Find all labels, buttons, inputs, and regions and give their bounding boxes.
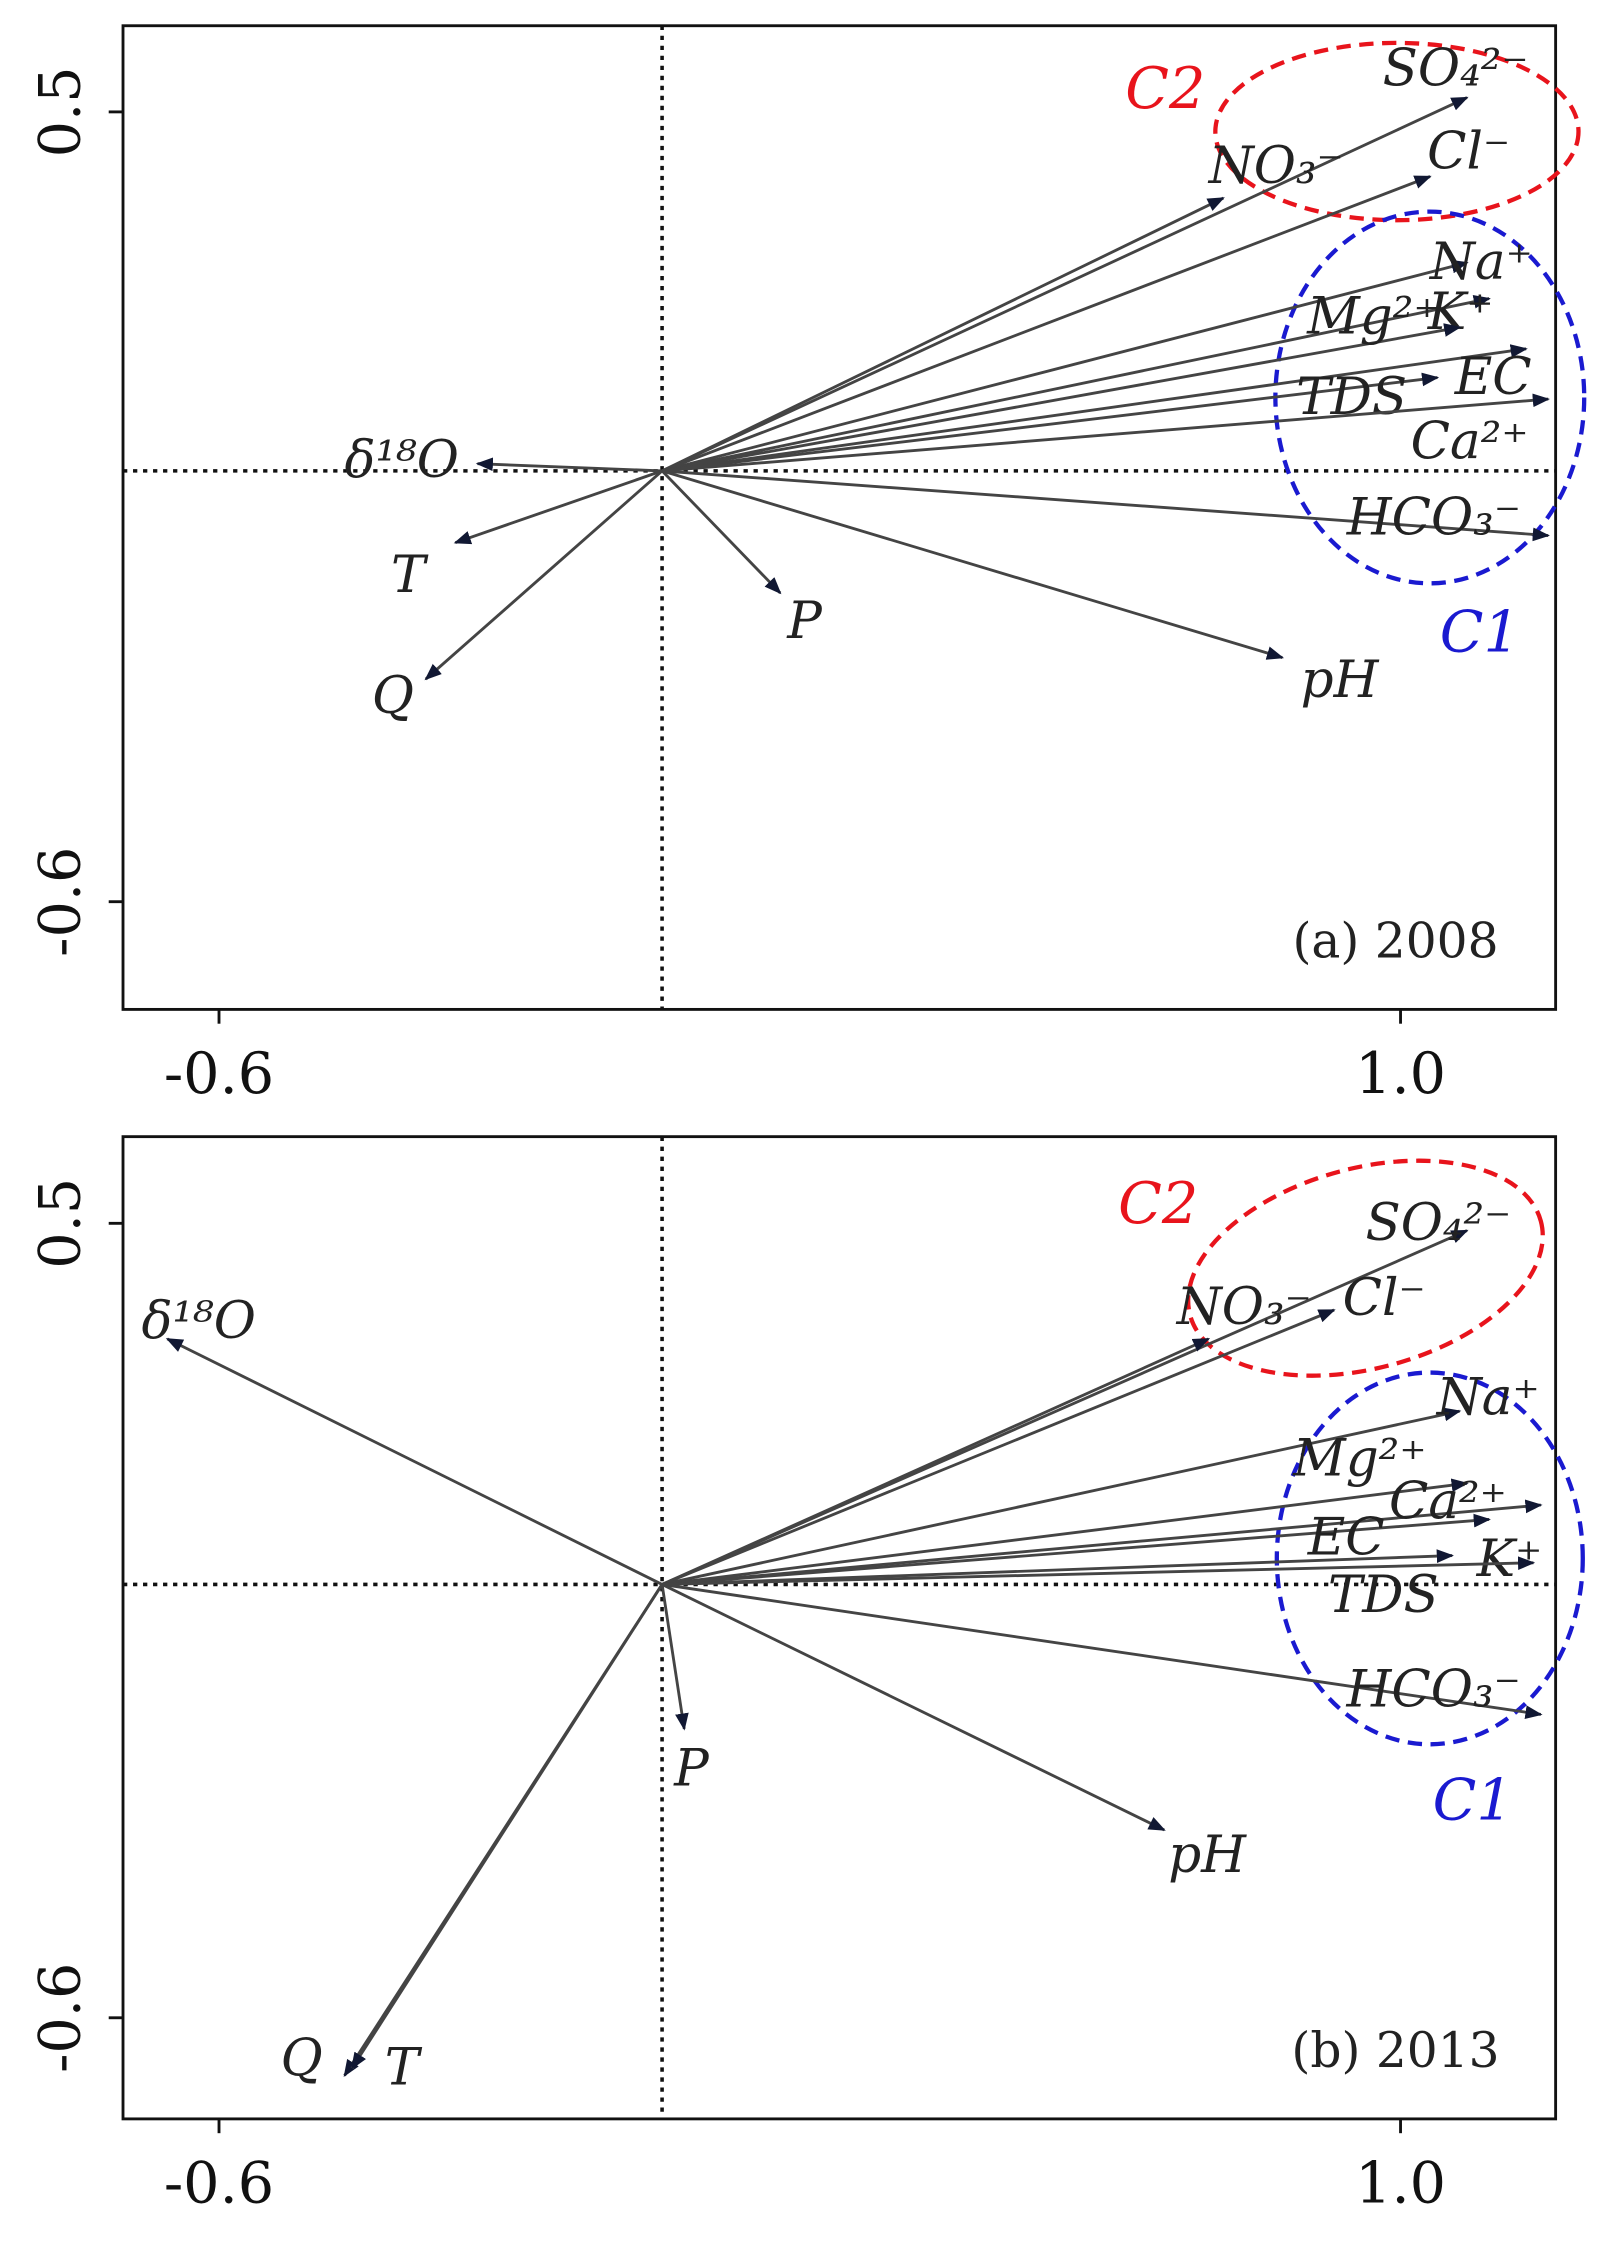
loading-vector bbox=[661, 259, 1469, 473]
vector-label: Q bbox=[281, 2028, 323, 2088]
loading-vector bbox=[661, 1499, 1543, 1586]
vector-label: K⁺ bbox=[1476, 1529, 1543, 1589]
loading-vector bbox=[661, 1308, 1336, 1586]
loading-vector bbox=[350, 1583, 664, 2070]
y-tick-label: 0.5 bbox=[27, 66, 93, 157]
loading-vector bbox=[661, 96, 1469, 473]
loading-vector bbox=[661, 1407, 1462, 1586]
x-tick-label: 1.0 bbox=[1355, 1041, 1446, 1107]
loading-vector bbox=[424, 469, 664, 681]
vector-label: SO₄²⁻ bbox=[1383, 38, 1529, 98]
plot-frame bbox=[121, 24, 1558, 1011]
loading-vector bbox=[453, 469, 663, 545]
loading-vector bbox=[662, 1549, 1454, 1586]
group-label: C1 bbox=[1440, 599, 1520, 665]
loading-vector bbox=[661, 1513, 1491, 1586]
vector-label: Ca²⁺ bbox=[1411, 411, 1529, 471]
loading-vector bbox=[661, 469, 1285, 660]
group-ellipse bbox=[1274, 1370, 1585, 1747]
group-ellipse bbox=[1213, 40, 1581, 223]
x-tick-label: -0.6 bbox=[164, 1041, 274, 1107]
x-tick-label: 1.0 bbox=[1355, 2151, 1446, 2217]
vector-label: P bbox=[673, 1738, 710, 1798]
vector-label: Na⁺ bbox=[1435, 1368, 1540, 1428]
loading-vector bbox=[661, 1478, 1469, 1586]
y-tick-label: -0.6 bbox=[27, 1963, 93, 2073]
vector-label: Mg²⁺ bbox=[1306, 287, 1440, 347]
group-label: C2 bbox=[1125, 56, 1205, 122]
vector-label: SO₄²⁻ bbox=[1365, 1193, 1511, 1253]
vector-label: δ¹⁸O bbox=[142, 1291, 256, 1351]
plot-frame bbox=[121, 1135, 1558, 2121]
vector-label: P bbox=[786, 591, 823, 651]
vector-label: Cl⁻ bbox=[1343, 1268, 1426, 1328]
y-tick-label: 0.5 bbox=[27, 1178, 93, 1269]
loading-vector bbox=[661, 1337, 1211, 1586]
y-tick-label: -0.6 bbox=[27, 847, 93, 957]
panel-label: (b) 2013 bbox=[1291, 2023, 1499, 2079]
vector-label: δ¹⁸O bbox=[344, 430, 458, 490]
loading-vector bbox=[661, 1583, 1543, 1719]
loading-vector bbox=[661, 196, 1225, 473]
loading-vector bbox=[661, 295, 1491, 473]
group-label: C1 bbox=[1433, 1767, 1513, 1833]
loading-vector bbox=[475, 457, 663, 473]
loading-vector bbox=[661, 372, 1440, 473]
loading-vector bbox=[660, 1584, 689, 1731]
vector-label: NO₃⁻ bbox=[1175, 1277, 1312, 1337]
vector-label: Mg²⁺ bbox=[1292, 1428, 1426, 1488]
vector-label: T bbox=[385, 2038, 423, 2098]
loading-vector bbox=[661, 344, 1528, 473]
group-label: C2 bbox=[1118, 1171, 1198, 1237]
vector-label: EC bbox=[1454, 347, 1532, 407]
loading-vector bbox=[661, 323, 1462, 473]
vector-label: HCO₃⁻ bbox=[1345, 1659, 1520, 1719]
vector-label: Cl⁻ bbox=[1427, 122, 1510, 182]
x-tick-label: -0.6 bbox=[164, 2151, 274, 2217]
vector-label: Q bbox=[372, 666, 414, 726]
loading-vector bbox=[661, 393, 1550, 473]
vector-label: pH bbox=[1168, 1825, 1247, 1885]
vector-label: TDS bbox=[1328, 1565, 1439, 1625]
group-ellipse bbox=[1186, 1158, 1545, 1378]
vector-label: T bbox=[391, 545, 429, 605]
loading-vector bbox=[661, 469, 1550, 542]
vector-label: pH bbox=[1301, 650, 1380, 710]
loading-vector bbox=[662, 1556, 1536, 1586]
loading-vector bbox=[661, 175, 1432, 473]
loading-vector bbox=[661, 1583, 1166, 1832]
loading-vector bbox=[165, 1337, 663, 1586]
panel-label: (a) 2008 bbox=[1292, 914, 1498, 970]
vector-label: Na⁺ bbox=[1428, 232, 1533, 292]
vector-label: NO₃⁻ bbox=[1207, 136, 1344, 196]
vector-label: HCO₃⁻ bbox=[1346, 488, 1521, 548]
loading-vector bbox=[661, 469, 782, 595]
